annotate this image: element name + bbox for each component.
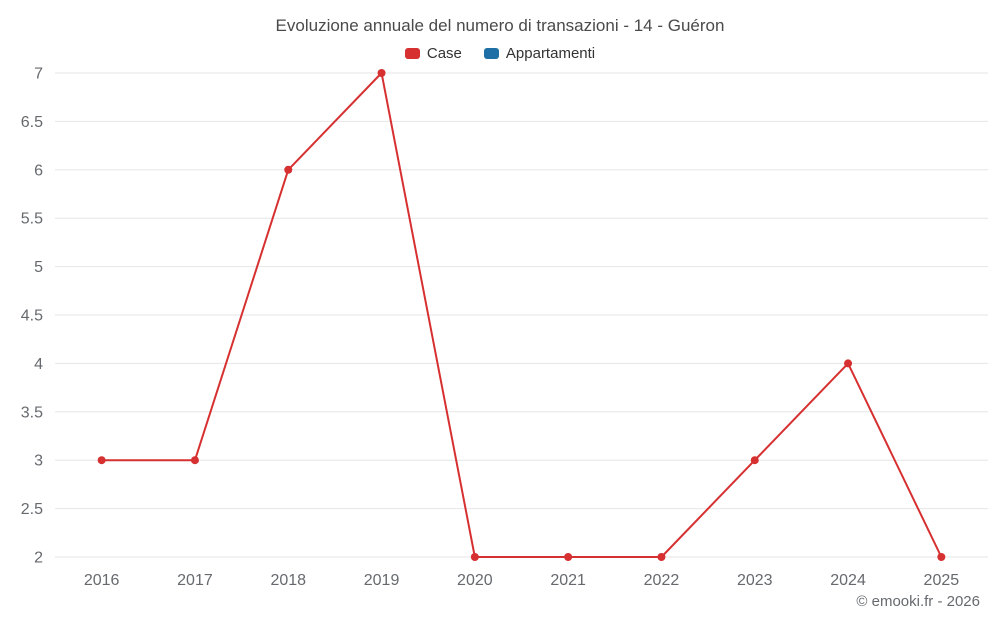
data-point-marker[interactable]: [190, 456, 199, 465]
data-point-marker[interactable]: [377, 69, 386, 77]
y-axis-tick-label: 3: [34, 453, 43, 470]
x-axis-tick-label: 2019: [364, 572, 400, 589]
data-point-marker[interactable]: [657, 553, 666, 561]
legend-item-case[interactable]: Case: [404, 45, 462, 62]
legend-label-appartamenti: Appartamenti: [505, 45, 596, 62]
y-axis-tick-label: 2.5: [21, 501, 43, 518]
x-axis-tick-label: 2017: [177, 572, 213, 589]
y-axis-tick-label: 4: [34, 356, 43, 373]
x-axis-tick-label: 2020: [457, 572, 493, 589]
series-line-case: [100, 72, 943, 558]
x-axis-tick-label: 2025: [924, 572, 960, 589]
data-point-marker[interactable]: [284, 165, 293, 174]
legend-swatch-case: [404, 48, 420, 59]
y-axis-tick-label: 3.5: [21, 404, 43, 421]
data-point-marker[interactable]: [470, 553, 479, 561]
data-point-marker[interactable]: [564, 553, 573, 561]
data-point-marker[interactable]: [97, 456, 106, 465]
x-axis-tick-label: 2018: [270, 572, 306, 589]
y-axis-tick-label: 7: [34, 66, 43, 83]
x-axis-tick-label: 2021: [550, 572, 586, 589]
data-point-marker[interactable]: [937, 553, 946, 561]
chart-legend: Case Appartamenti: [0, 45, 1000, 62]
y-axis-tick-label: 2: [34, 550, 43, 567]
x-axis-tick-label: 2022: [644, 572, 680, 589]
data-point-marker[interactable]: [750, 456, 759, 465]
copyright-text: © emooki.fr - 2026: [856, 593, 980, 610]
data-point-marker[interactable]: [844, 359, 853, 368]
y-axis-tick-label: 4.5: [21, 308, 43, 325]
x-axis-tick-label: 2024: [830, 572, 866, 589]
legend-swatch-appartamenti: [483, 48, 499, 59]
y-axis-tick-label: 6.5: [21, 114, 43, 131]
y-axis-tick-label: 5.5: [21, 211, 43, 228]
legend-label-case: Case: [426, 45, 462, 62]
y-axis-tick-label: 5: [34, 259, 43, 276]
x-axis-tick-label: 2023: [737, 572, 773, 589]
legend-item-appartamenti[interactable]: Appartamenti: [483, 45, 596, 62]
chart-title: Evoluzione annuale del numero di transaz…: [275, 16, 725, 35]
y-axis-tick-label: 6: [34, 162, 43, 179]
x-axis-tick-label: 2016: [84, 572, 120, 589]
